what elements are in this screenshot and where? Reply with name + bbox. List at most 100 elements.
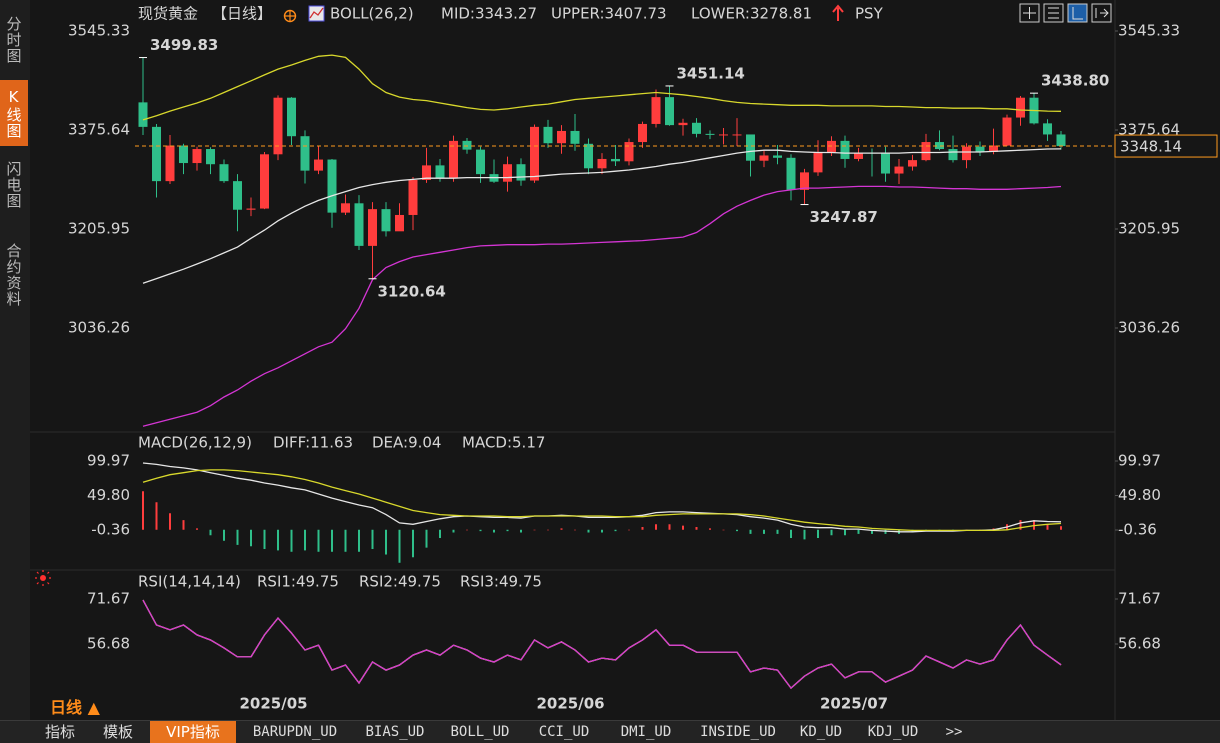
candle-body: [462, 140, 472, 150]
indicator-tab[interactable]: KDJ_UD: [867, 724, 919, 740]
high-label: 3438.80: [1041, 72, 1109, 90]
period-selector[interactable]: 日线 ▲: [50, 698, 100, 717]
legend-entry: DEA:9.04: [372, 434, 441, 452]
candle-body: [287, 97, 296, 137]
candle-body: [719, 134, 728, 136]
legend-entry: RSI2:49.75: [359, 573, 441, 591]
candle-body: [152, 126, 161, 182]
indicator-tab[interactable]: INSIDE_UD: [700, 724, 776, 740]
candle-body: [260, 154, 269, 209]
candle-body: [881, 153, 890, 174]
x-tick-label: 2025/07: [820, 695, 888, 713]
legend-entry: DIFF:11.63: [273, 434, 353, 452]
indicator-tab[interactable]: CCI_UD: [538, 724, 590, 740]
candle-body: [530, 126, 539, 181]
candle-body: [273, 97, 283, 155]
candle-body: [543, 126, 553, 144]
layout-icon[interactable]: [1091, 3, 1112, 23]
macd-bar: [587, 529, 590, 533]
candle-body: [665, 97, 674, 126]
legend-entry: MID:3343.27: [441, 5, 537, 23]
macd-bar: [182, 520, 185, 530]
candle-body: [962, 146, 971, 161]
candle-body: [746, 134, 755, 161]
candle-body: [597, 158, 607, 169]
macd-bar: [1046, 524, 1049, 530]
candle-body: [840, 140, 850, 159]
macd-bar: [749, 529, 752, 534]
candle-body: [894, 166, 904, 174]
indicator-tab[interactable]: 指标: [44, 723, 75, 741]
candle-body: [179, 145, 188, 164]
background: [0, 0, 1220, 720]
period-label: 【日线】: [212, 5, 272, 23]
indicator-tab[interactable]: 模板: [102, 723, 133, 741]
macd-bar: [398, 529, 401, 563]
macd-bar: [371, 529, 374, 550]
sidebar-item[interactable]: 合约资料: [4, 243, 23, 307]
indicator-tab[interactable]: DMI_UD: [620, 724, 672, 740]
macd-bar: [695, 527, 698, 530]
macd-bar: [844, 529, 846, 536]
indicator-tab[interactable]: BARUPDN_UD: [252, 724, 338, 740]
high-label: 3499.83: [150, 36, 218, 54]
macd-bar: [236, 529, 239, 545]
macd-bar: [736, 529, 738, 532]
macd-bar: [709, 528, 711, 530]
candle-body: [233, 181, 242, 210]
x-tick-label: 2025/05: [240, 695, 308, 713]
macd-bar: [250, 529, 252, 547]
indicator-tab[interactable]: BOLL_UD: [450, 724, 510, 740]
candle-body: [449, 140, 458, 178]
alert-icon[interactable]: [35, 570, 51, 586]
candle-body: [813, 151, 823, 173]
macd-bar: [992, 528, 995, 530]
sidebar-item[interactable]: K线图: [0, 80, 28, 146]
layout-icon[interactable]: [1043, 3, 1064, 23]
macd-bar: [506, 529, 509, 532]
candle-body: [192, 149, 202, 164]
macd-bar: [155, 502, 158, 530]
y-tick-label: -0.36: [91, 521, 130, 539]
y-tick-label: 56.68: [87, 635, 130, 653]
candle-body: [732, 134, 742, 136]
candle-body: [584, 143, 593, 169]
candle-body: [759, 155, 769, 161]
macd-bar: [830, 529, 833, 536]
candle-body: [422, 165, 431, 180]
layout-icon[interactable]: [1019, 3, 1040, 23]
candle-body: [300, 136, 310, 171]
macd-bar: [601, 529, 603, 533]
legend-entry: RSI1:49.75: [257, 573, 339, 591]
toolbar-icons: [1019, 3, 1112, 23]
legend-entry: MACD:5.17: [462, 434, 545, 452]
candle-body: [773, 155, 782, 158]
arrow-icon[interactable]: [832, 4, 844, 21]
candle-body: [219, 164, 229, 182]
indicator-tab[interactable]: VIP指标: [150, 721, 236, 743]
legend-entry: RSI3:49.75: [460, 573, 542, 591]
macd-bar: [223, 529, 225, 541]
y-tick-label: 49.80: [87, 486, 130, 504]
macd-bar: [304, 529, 306, 551]
sidebar-item[interactable]: 分时图: [4, 16, 23, 64]
indicator-tab[interactable]: >>: [945, 724, 963, 740]
candle-body: [165, 145, 175, 182]
legend-entry: LOWER:3278.81: [691, 5, 812, 23]
indicator-tabs: 指标 模板 VIP指标 BARUPDN_UD BIAS_UD BOLL_UD CCI_UD D…: [0, 720, 1220, 743]
y-tick-label: 71.67: [1118, 590, 1161, 608]
sidebar-item[interactable]: 闪电图: [4, 161, 23, 209]
panel-title: 现货黄金: [138, 5, 198, 23]
macd-bar: [277, 529, 279, 551]
candle-body: [705, 133, 715, 135]
candle-body: [935, 142, 944, 150]
candle-body: [408, 179, 418, 215]
indicator-tab[interactable]: KD_UD: [799, 724, 843, 740]
candle-body: [854, 152, 863, 159]
candle-body: [138, 102, 148, 127]
candle-body: [476, 149, 485, 175]
y-tick-label: 3036.26: [68, 319, 130, 337]
indicator-tab[interactable]: BIAS_UD: [365, 724, 425, 740]
candle-body: [908, 160, 917, 167]
